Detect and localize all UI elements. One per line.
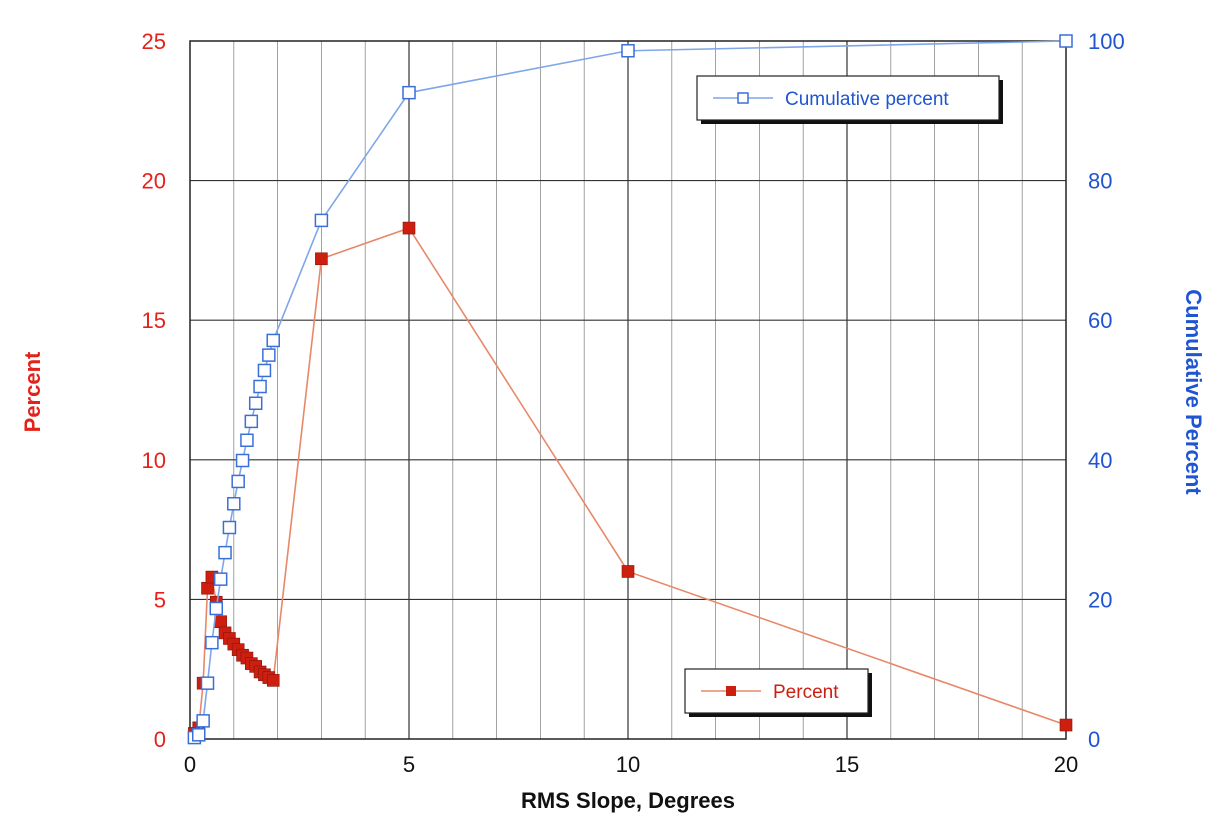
y-tick-label: 15: [142, 308, 166, 333]
y2-tick-label: 20: [1088, 587, 1112, 612]
plot-frame: [189, 40, 1067, 740]
cumulative-point: [235, 453, 250, 468]
legend-percent-label: Percent: [773, 682, 839, 703]
y2-tick-labels: 0 20 40 60 80 100: [1088, 29, 1125, 752]
cumulative-point: [253, 379, 267, 394]
cumulative-point: [257, 363, 272, 378]
cumulative-point: [266, 333, 280, 348]
cumulative-point: [196, 714, 210, 728]
y-tick-label: 10: [142, 448, 166, 473]
x-tick-label: 5: [403, 752, 415, 777]
y2-tick-label: 40: [1088, 448, 1112, 473]
cumulative-point: [205, 635, 219, 650]
y-tick-label: 20: [142, 169, 166, 194]
x-tick-label: 0: [184, 752, 196, 777]
x-tick-label: 15: [835, 752, 859, 777]
x-tick-label: 20: [1054, 752, 1078, 777]
cumulative-point: [244, 414, 259, 429]
series-line-percent: [193, 227, 1067, 734]
cumulative-point: [231, 474, 245, 489]
y-tick-label: 5: [154, 587, 166, 612]
series-layer: [187, 34, 1073, 745]
y-tick-labels: 0 5 10 15 20 25: [142, 29, 166, 752]
cumulative-point: [240, 433, 254, 448]
percent-point: [315, 252, 328, 266]
y2-tick-label: 80: [1088, 169, 1112, 194]
y2-axis-title: Cumulative Percent: [1181, 289, 1206, 495]
x-tick-label: 10: [616, 752, 640, 777]
cumulative-point: [227, 497, 241, 511]
legend-cumulative: Cumulative percent: [696, 75, 1003, 124]
cumulative-point: [621, 44, 635, 58]
percent-point: [402, 221, 416, 235]
cumulative-point: [222, 520, 237, 535]
percent-point: [214, 615, 227, 629]
y-tick-label: 25: [142, 29, 166, 54]
cumulative-point: [1059, 34, 1073, 48]
y2-tick-label: 0: [1088, 727, 1100, 752]
y2-tick-label: 60: [1088, 308, 1112, 333]
cumulative-point: [314, 213, 329, 228]
y-tick-label: 0: [154, 727, 166, 752]
legend-percent: Percent: [684, 668, 872, 717]
x-axis-title: RMS Slope, Degrees: [521, 788, 735, 813]
percent-point: [201, 581, 214, 595]
cumulative-point: [402, 85, 416, 100]
y-axis-title: Percent: [20, 351, 45, 432]
percent-point: [266, 674, 280, 687]
legend-percent-marker: [726, 686, 736, 696]
cumulative-point: [218, 545, 232, 560]
cumulative-point: [248, 396, 263, 411]
grid: [190, 41, 1066, 739]
legend-cumulative-label: Cumulative percent: [785, 89, 949, 110]
percent-point: [621, 565, 635, 578]
cumulative-point: [213, 572, 228, 586]
series-line-cumulative: [193, 40, 1067, 739]
y2-tick-label: 100: [1088, 29, 1125, 54]
cumulative-point: [192, 728, 206, 742]
percent-point: [1059, 718, 1073, 732]
cumulative-point: [262, 348, 276, 362]
legend-cumulative-marker: [737, 92, 749, 104]
x-tick-labels: 0 5 10 15 20: [184, 752, 1078, 777]
cumulative-point: [209, 601, 224, 616]
cumulative-point: [200, 676, 215, 690]
